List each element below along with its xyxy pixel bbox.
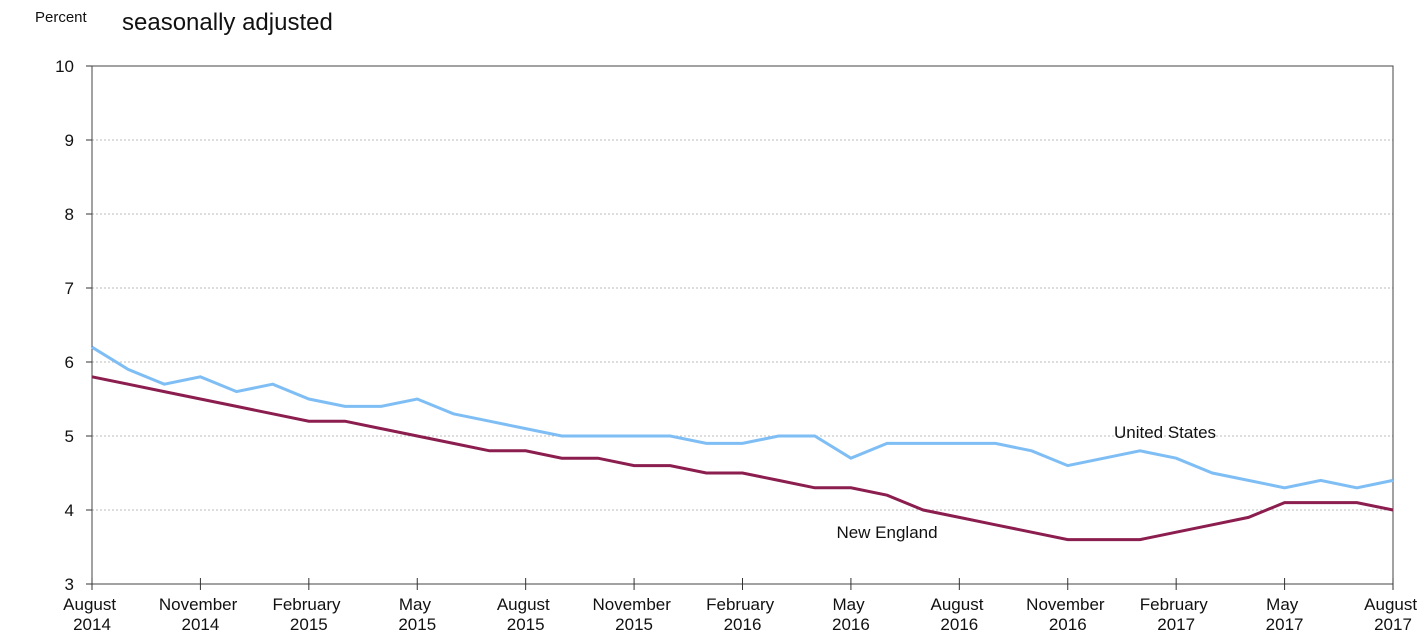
- y-tick-label: 6: [65, 353, 74, 372]
- x-tick-label: August 2014: [63, 595, 121, 634]
- plot-frame: [91, 65, 1394, 585]
- series-line: [91, 375, 1394, 542]
- series-annotation: United States: [1114, 423, 1216, 442]
- x-tick-label: August 2016: [931, 595, 989, 634]
- y-tick-label: 10: [55, 57, 74, 76]
- x-tick-label: November 2014: [159, 595, 242, 634]
- series-annotation: New England: [836, 523, 937, 542]
- y-tick-label: 5: [65, 427, 74, 446]
- x-tick-label: August 2015: [497, 595, 555, 634]
- x-tick-label: February 2015: [272, 595, 345, 634]
- x-tick-label: November 2016: [1026, 595, 1109, 634]
- y-tick-label: 8: [65, 205, 74, 224]
- x-tick-label: February 2016: [706, 595, 779, 634]
- x-tick-label: May 2015: [398, 595, 436, 634]
- x-tick-label: August 2017: [1364, 595, 1422, 634]
- y-tick-label: 7: [65, 279, 74, 298]
- y-tick-label: 9: [65, 131, 74, 150]
- x-tick-label: November 2015: [593, 595, 676, 634]
- series-line: [91, 345, 1394, 490]
- x-tick-label: May 2016: [832, 595, 870, 634]
- y-axis-label: Percent: [35, 9, 88, 26]
- x-tick-label: May 2017: [1266, 595, 1304, 634]
- chart-subtitle: seasonally adjusted: [122, 9, 333, 36]
- y-tick-label: 4: [65, 501, 74, 520]
- y-tick-label: 3: [65, 575, 74, 594]
- x-tick-label: February 2017: [1140, 595, 1213, 634]
